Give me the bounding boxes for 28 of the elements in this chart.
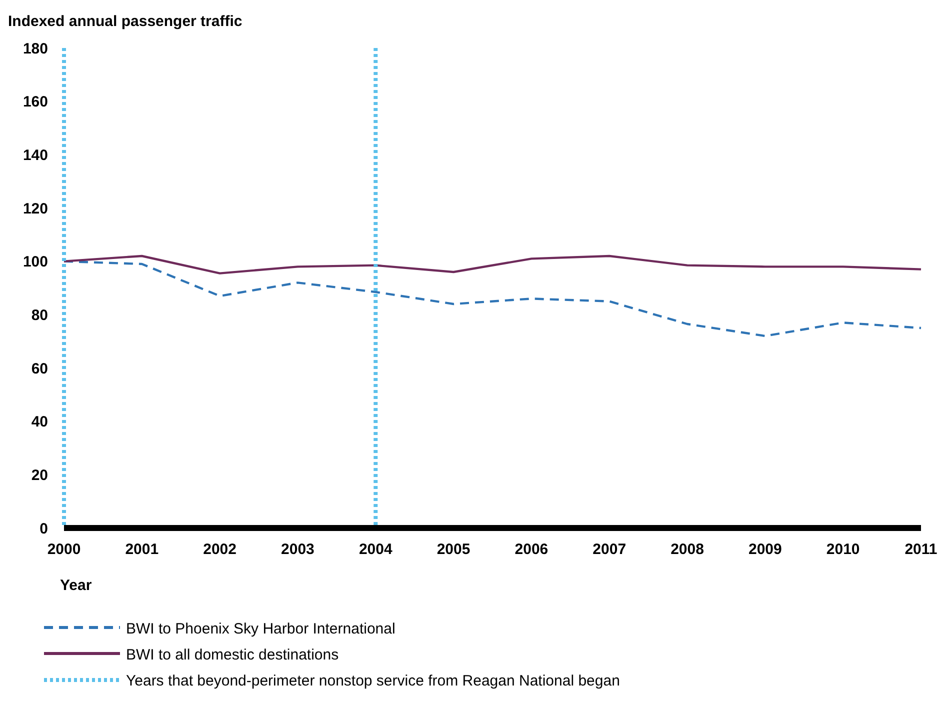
- y-tick-label: 180: [22, 40, 48, 58]
- x-axis-title: Year: [60, 577, 92, 594]
- x-tick-label: 2005: [436, 541, 470, 558]
- y-tick-label: 0: [40, 520, 48, 538]
- x-tick-label: 2006: [514, 541, 548, 558]
- y-tick-label: 40: [31, 414, 48, 431]
- x-tick-label: 2001: [125, 541, 159, 558]
- x-tick-label: 2011: [904, 541, 938, 558]
- x-tick-label: 2009: [748, 541, 782, 558]
- y-tick-label: 100: [22, 254, 48, 271]
- y-axis-title: Indexed annual passenger traffic: [8, 13, 242, 30]
- x-tick-label: 2002: [203, 541, 237, 558]
- legend-label: BWI to all domestic destinations: [126, 646, 339, 664]
- x-tick-label: 2008: [670, 541, 704, 558]
- y-tick-label: 140: [22, 146, 48, 164]
- y-tick-label: 20: [31, 466, 48, 484]
- x-tick-label: 2010: [826, 541, 860, 558]
- legend-label: Years that beyond-perimeter nonstop service from Reagan National began: [126, 672, 620, 690]
- line-series: [62, 254, 922, 274]
- y-tick-label: 120: [22, 200, 48, 218]
- y-tick-label: 160: [22, 94, 48, 111]
- legend-label: BWI to Phoenix Sky Harbor International: [126, 620, 396, 638]
- x-tick-label: 2000: [47, 541, 81, 558]
- y-tick-label: 60: [31, 360, 48, 378]
- y-tick-label: 80: [31, 306, 48, 324]
- x-tick-label: 2004: [358, 541, 393, 558]
- x-tick-label: 2007: [592, 541, 626, 558]
- x-tick-label: 2003: [281, 541, 314, 558]
